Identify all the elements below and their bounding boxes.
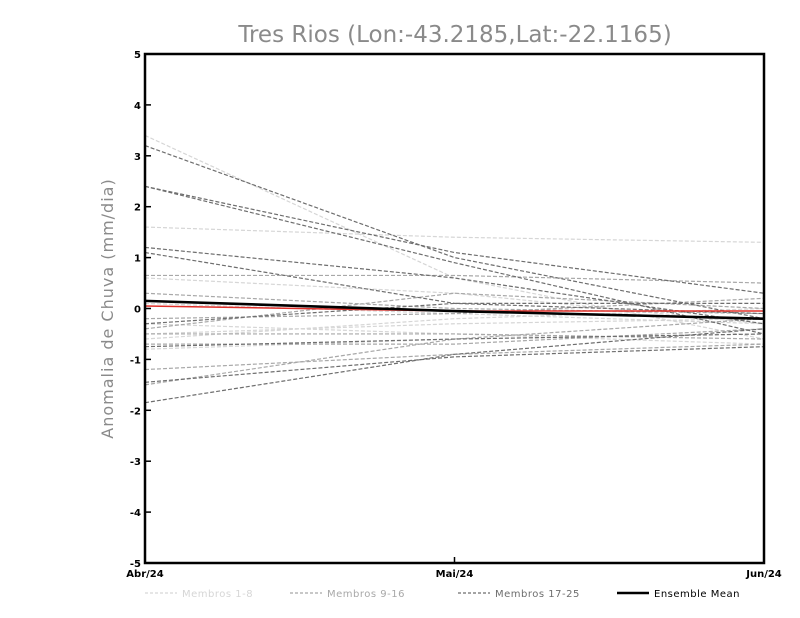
- y-tick-label: -5: [130, 559, 141, 570]
- series-line-member-16: [145, 333, 765, 340]
- series-line-member-21: [144, 251, 765, 315]
- x-axis-ticks: Abr/24 Mai/24 Jun/24: [126, 557, 782, 580]
- y-tick-label: 1: [134, 254, 141, 265]
- y-axis-ticks: -5 -4 -3 -2 -1 0 1 2 3 4 5: [130, 50, 151, 570]
- mean-lines: [144, 299, 765, 320]
- y-tick-label: -1: [130, 355, 141, 366]
- member-lines: [144, 134, 765, 404]
- series-line-member-20: [144, 246, 765, 325]
- series-line-member-22: [144, 328, 765, 404]
- series-line-ensemble-mean: [144, 299, 765, 320]
- series-line-member-14: [144, 343, 765, 371]
- series-line-member-2: [144, 226, 765, 243]
- legend: Membros 1-8 Membros 9-16 Membros 17-25 Ense…: [145, 589, 740, 600]
- series-line-member-23: [144, 333, 765, 348]
- y-tick-label: 5: [134, 50, 141, 61]
- x-tick-label: Mai/24: [436, 569, 474, 580]
- series-line-member-7: [144, 277, 765, 325]
- x-tick-label: Abr/24: [126, 569, 163, 580]
- series-line-member-25: [144, 346, 765, 383]
- legend-label: Membros 17-25: [495, 589, 580, 600]
- series-line-member-18: [144, 185, 765, 335]
- y-tick-label: -2: [130, 406, 141, 417]
- plot-frame: [143, 52, 766, 565]
- legend-label: Membros 1-8: [182, 589, 253, 600]
- y-tick-label: -4: [130, 508, 141, 519]
- series-line-member-9: [145, 274, 765, 284]
- legend-label: Membros 9-16: [327, 589, 405, 600]
- y-tick-label: -3: [130, 457, 141, 468]
- legend-label: Ensemble Mean: [654, 589, 740, 600]
- y-tick-label: 0: [134, 305, 141, 316]
- y-axis-label: Anomalia de Chuva (mm/dia): [98, 178, 117, 438]
- y-tick-label: 2: [134, 203, 141, 214]
- series-line-member-24: [144, 302, 764, 325]
- y-tick-label: 4: [134, 101, 141, 112]
- series-line-member-19: [144, 185, 765, 294]
- x-tick-label: Jun/24: [745, 569, 782, 580]
- series-line-member-17: [144, 145, 765, 320]
- chart-title: Tres Rios (Lon:-43.2185,Lat:-22.1165): [237, 22, 671, 48]
- series-line-member-15: [144, 292, 765, 315]
- y-tick-label: 3: [134, 152, 141, 163]
- series-line-member-8: [144, 318, 765, 335]
